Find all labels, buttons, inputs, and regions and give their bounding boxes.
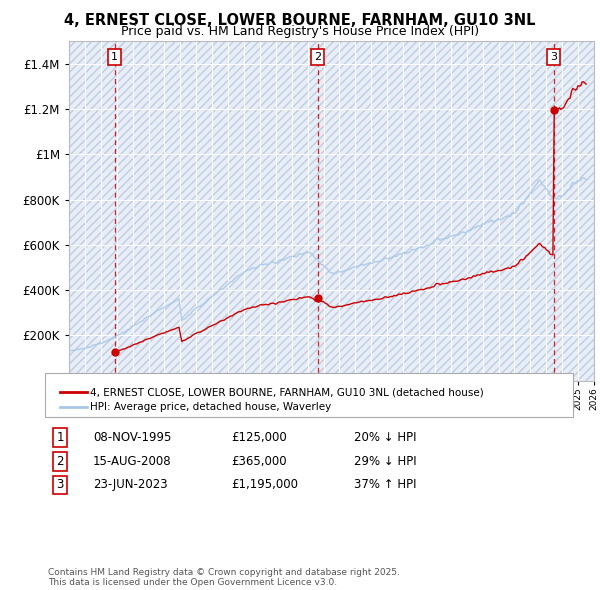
Text: 20% ↓ HPI: 20% ↓ HPI bbox=[354, 431, 416, 444]
Text: 2: 2 bbox=[56, 455, 64, 468]
Text: £125,000: £125,000 bbox=[231, 431, 287, 444]
Text: 4, ERNEST CLOSE, LOWER BOURNE, FARNHAM, GU10 3NL: 4, ERNEST CLOSE, LOWER BOURNE, FARNHAM, … bbox=[64, 13, 536, 28]
Text: 1: 1 bbox=[111, 52, 118, 62]
Text: 23-JUN-2023: 23-JUN-2023 bbox=[93, 478, 167, 491]
Text: Price paid vs. HM Land Registry's House Price Index (HPI): Price paid vs. HM Land Registry's House … bbox=[121, 25, 479, 38]
Text: 3: 3 bbox=[56, 478, 64, 491]
Text: 4, ERNEST CLOSE, LOWER BOURNE, FARNHAM, GU10 3NL (detached house): 4, ERNEST CLOSE, LOWER BOURNE, FARNHAM, … bbox=[90, 388, 484, 397]
Text: 1: 1 bbox=[56, 431, 64, 444]
Text: £365,000: £365,000 bbox=[231, 455, 287, 468]
Text: 29% ↓ HPI: 29% ↓ HPI bbox=[354, 455, 416, 468]
Text: 3: 3 bbox=[550, 52, 557, 62]
Text: 2: 2 bbox=[314, 52, 321, 62]
Text: HPI: Average price, detached house, Waverley: HPI: Average price, detached house, Wave… bbox=[90, 402, 331, 412]
Text: 15-AUG-2008: 15-AUG-2008 bbox=[93, 455, 172, 468]
Text: 08-NOV-1995: 08-NOV-1995 bbox=[93, 431, 172, 444]
Text: Contains HM Land Registry data © Crown copyright and database right 2025.
This d: Contains HM Land Registry data © Crown c… bbox=[48, 568, 400, 587]
Text: £1,195,000: £1,195,000 bbox=[231, 478, 298, 491]
Text: 37% ↑ HPI: 37% ↑ HPI bbox=[354, 478, 416, 491]
